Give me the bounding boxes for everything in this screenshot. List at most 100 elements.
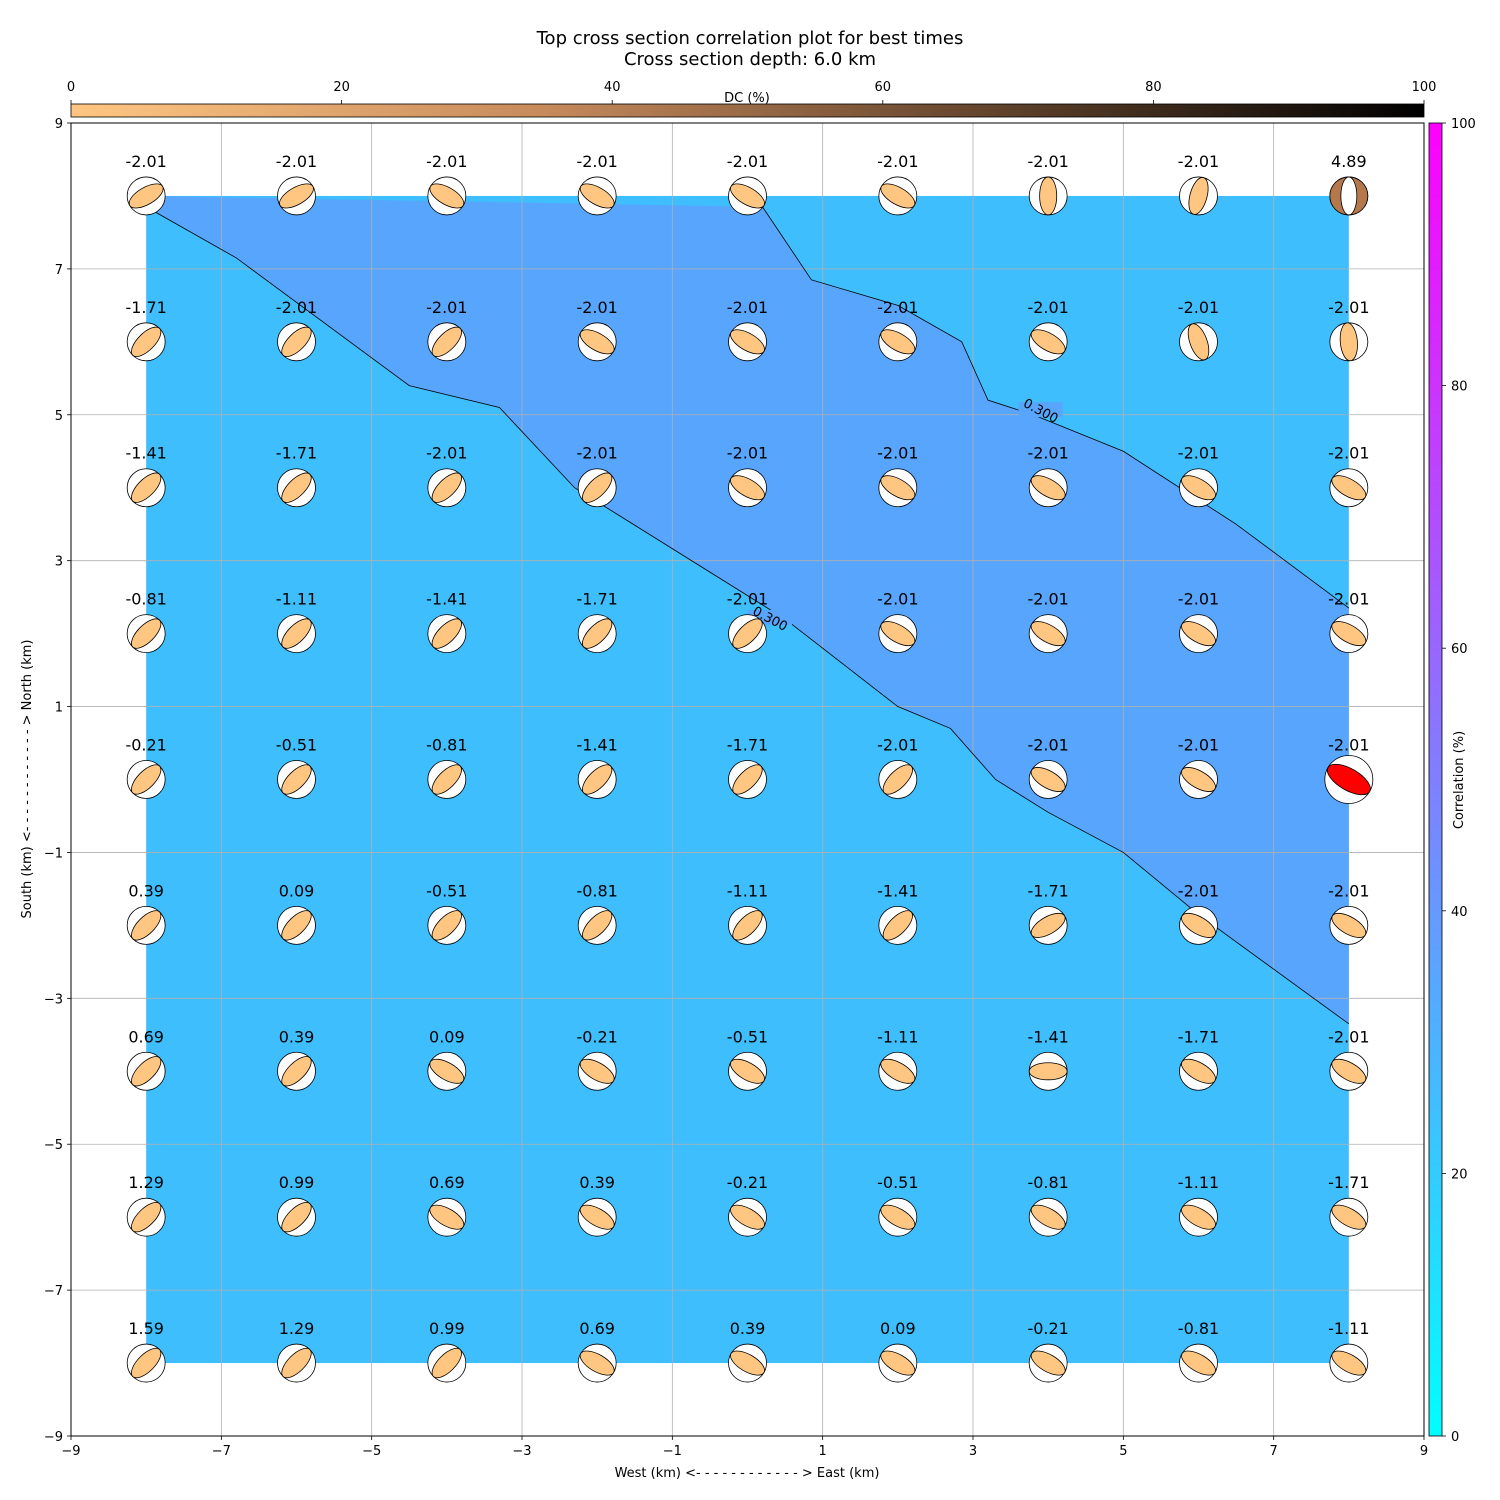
beachball-fill bbox=[431, 764, 462, 795]
mechanism-value-label: -1.11 bbox=[1328, 1319, 1369, 1338]
mechanism-beachball: -2.01 bbox=[125, 152, 167, 216]
beachball-fill bbox=[1030, 767, 1066, 792]
beachball-fill bbox=[880, 1058, 916, 1084]
mechanism-beachball: -1.41 bbox=[426, 590, 468, 654]
mechanism-beachball: -2.01 bbox=[877, 298, 919, 362]
mechanism-beachball: -0.81 bbox=[1178, 1319, 1219, 1383]
mechanism-beachball: -2.01 bbox=[1328, 444, 1370, 508]
mechanism-value-label: -0.21 bbox=[727, 1173, 768, 1192]
mechanism-value-label: 1.59 bbox=[128, 1319, 164, 1338]
beachball-fill bbox=[582, 764, 613, 795]
beachball-fill bbox=[732, 910, 763, 941]
correlation-colorbar-tick-label: 60 bbox=[1451, 642, 1468, 657]
beachball-fill bbox=[730, 475, 765, 501]
mechanism-beachball: -2.01 bbox=[877, 736, 919, 799]
mechanism-beachball: -1.41 bbox=[125, 444, 167, 508]
mechanism-beachball: -2.01 bbox=[576, 298, 618, 362]
beachball-fill bbox=[431, 910, 462, 941]
mechanism-value-label: 0.39 bbox=[128, 881, 164, 900]
mechanism-beachball: -2.01 bbox=[1178, 736, 1219, 799]
beachball-fill bbox=[730, 1350, 765, 1376]
beachball-fill bbox=[882, 910, 913, 941]
mechanism-beachball: -0.21 bbox=[727, 1173, 768, 1237]
mechanism-value-label: 0.09 bbox=[429, 1027, 465, 1046]
mechanism-markers: -2.01 -2.01 -2.01 -2.01 -2.01 -2.01 -2.01 -2.01… bbox=[125, 152, 1374, 1383]
mechanism-beachball: -2.01 bbox=[426, 298, 468, 362]
mechanism-beachball: -1.41 bbox=[576, 736, 618, 799]
beachball-fill bbox=[880, 329, 916, 355]
chart-subtitle: Cross section depth: 6.0 km bbox=[624, 49, 876, 70]
correlation-colorbar-tick-label: 20 bbox=[1451, 1167, 1468, 1182]
mechanism-beachball: -0.21 bbox=[576, 1027, 618, 1091]
beachball-fill bbox=[431, 618, 462, 649]
mechanism-value-label: -0.21 bbox=[125, 736, 166, 755]
mechanism-beachball: 0.39 bbox=[277, 1027, 316, 1091]
mechanism-beachball: -2.01 bbox=[276, 152, 317, 216]
mechanism-beachball: -0.21 bbox=[1027, 1319, 1069, 1383]
correlation-colorbar-tick-label: 0 bbox=[1451, 1430, 1459, 1445]
beachball-fill bbox=[1030, 329, 1066, 355]
mechanism-value-label: -2.01 bbox=[1178, 152, 1219, 171]
mechanism-value-label: 0.69 bbox=[128, 1027, 164, 1046]
beachball-fill bbox=[281, 326, 312, 357]
beachball-fill bbox=[880, 475, 916, 501]
mechanism-value-label: -1.71 bbox=[576, 590, 617, 609]
mechanism-beachball: -2.01 bbox=[877, 590, 919, 654]
beachball-fill bbox=[1181, 912, 1216, 938]
mechanism-beachball: -1.41 bbox=[1027, 1027, 1069, 1091]
contour-line bbox=[145, 206, 1350, 1025]
beachball-fill bbox=[1331, 1204, 1367, 1230]
mechanism-beachball: -1.11 bbox=[276, 590, 317, 654]
beachball-fill bbox=[1181, 1204, 1216, 1230]
mechanism-beachball: -0.51 bbox=[877, 1173, 919, 1237]
mechanism-beachball: -0.81 bbox=[426, 736, 468, 799]
beachball-fill bbox=[1181, 475, 1216, 501]
mechanism-beachball: -2.01 bbox=[1178, 444, 1219, 508]
mechanism-value-label: -0.81 bbox=[1178, 1319, 1219, 1338]
beachball-fill bbox=[1331, 475, 1367, 501]
beachball-nodal bbox=[1340, 176, 1358, 216]
mechanism-value-label: -1.71 bbox=[276, 444, 317, 463]
mechanism-value-label: -1.71 bbox=[1178, 1027, 1219, 1046]
mechanism-value-label: 4.89 bbox=[1331, 152, 1367, 171]
mechanism-beachball: -0.81 bbox=[576, 881, 618, 945]
mechanism-value-label: -0.21 bbox=[1027, 1319, 1068, 1338]
mechanism-beachball: 1.29 bbox=[126, 1173, 166, 1237]
dc-colorbar-tick-label: 20 bbox=[333, 80, 350, 95]
chart-title: Top cross section correlation plot for b… bbox=[536, 28, 964, 49]
x-tick-label: −5 bbox=[362, 1444, 381, 1459]
mechanism-beachball: -1.71 bbox=[276, 444, 317, 508]
beachball-fill bbox=[1181, 1350, 1216, 1376]
mechanism-beachball: 4.89 bbox=[1329, 152, 1369, 216]
beachball-fill bbox=[579, 1350, 615, 1376]
dc-colorbar: DC (%) 0 20 40 60 80 100 bbox=[67, 80, 1436, 118]
beachball-fill bbox=[582, 472, 613, 503]
beachball-fill bbox=[131, 1202, 162, 1233]
mechanism-beachball: -0.51 bbox=[276, 736, 317, 799]
mechanism-value-label: -1.11 bbox=[877, 1027, 918, 1046]
beachball-fill bbox=[880, 1204, 916, 1230]
mechanism-value-label: -2.01 bbox=[1027, 736, 1068, 755]
mechanism-value-label: 0.39 bbox=[730, 1319, 766, 1338]
mechanism-value-label: -2.01 bbox=[727, 152, 768, 171]
beachball-fill bbox=[730, 1058, 765, 1084]
mechanism-beachball: 0.09 bbox=[277, 881, 316, 945]
dc-colorbar-tick-label: 40 bbox=[604, 80, 621, 95]
beachball-fill bbox=[1039, 176, 1058, 216]
beachball-fill bbox=[1331, 912, 1367, 938]
mechanism-beachball: -2.01 bbox=[276, 298, 317, 362]
mechanism-beachball: 0.99 bbox=[427, 1319, 467, 1383]
mechanism-value-label: -2.01 bbox=[877, 590, 918, 609]
x-tick-label: −1 bbox=[663, 1444, 682, 1459]
beachball-fill bbox=[882, 764, 913, 795]
beachball-fill bbox=[579, 329, 615, 355]
mechanism-value-label: -1.11 bbox=[727, 881, 768, 900]
beachball-fill bbox=[131, 472, 162, 503]
mechanism-beachball: 1.29 bbox=[277, 1319, 316, 1383]
mechanism-beachball: -2.01 bbox=[1178, 152, 1219, 216]
mechanism-value-label: -0.21 bbox=[576, 1027, 617, 1046]
mechanism-beachball: -2.01 bbox=[1178, 881, 1219, 945]
plot-frame bbox=[70, 122, 1425, 1437]
mechanism-beachball: -1.71 bbox=[727, 736, 768, 799]
beachball-fill bbox=[1030, 621, 1066, 647]
